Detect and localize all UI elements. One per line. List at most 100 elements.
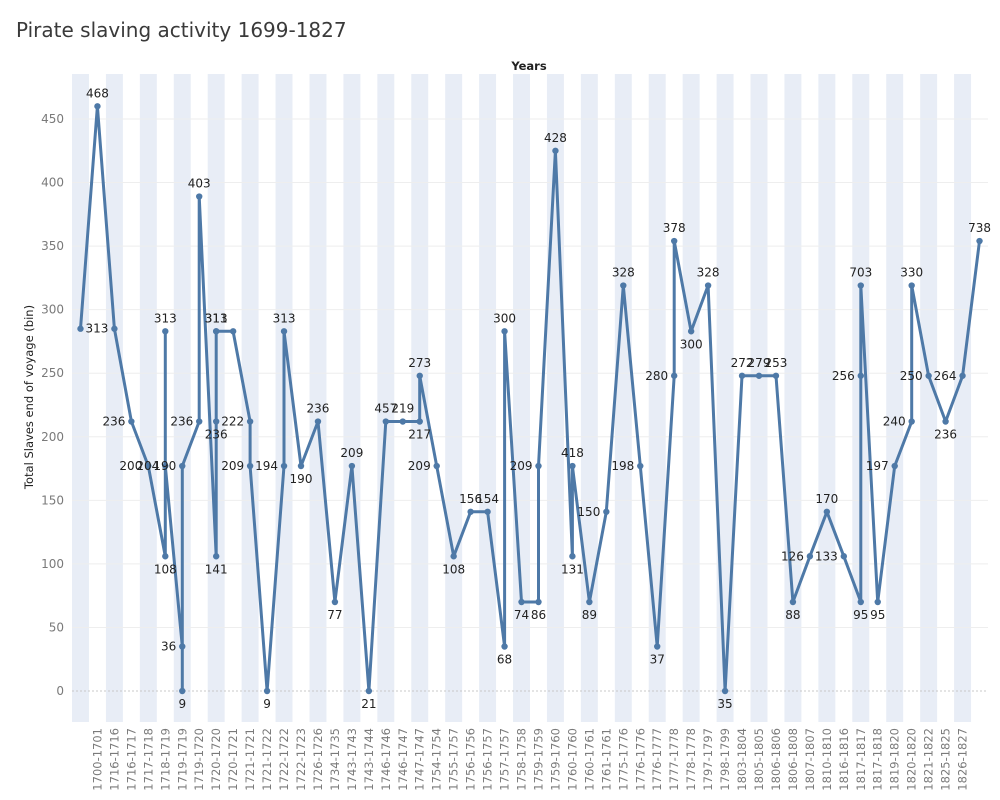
data-label: 197 — [866, 459, 889, 473]
data-label: 256 — [832, 369, 855, 383]
data-label: 9 — [178, 697, 186, 711]
column-band — [343, 74, 361, 722]
data-label: 280 — [645, 369, 668, 383]
data-point — [382, 418, 390, 425]
data-point — [908, 418, 915, 425]
data-label: 330 — [900, 266, 923, 280]
data-point — [603, 508, 610, 515]
data-point — [857, 282, 864, 289]
data-label: 703 — [849, 266, 872, 280]
data-label: 170 — [815, 492, 838, 506]
y-tick-label: 200 — [41, 430, 64, 444]
x-tick-label: 1810-1810 — [820, 728, 834, 791]
x-tick-label: 1754-1754 — [430, 728, 444, 791]
data-label: 89 — [582, 608, 597, 622]
data-label: 273 — [408, 356, 431, 370]
series-points — [77, 103, 983, 695]
data-point — [976, 237, 983, 245]
column-band — [105, 74, 123, 722]
y-tick-label: 450 — [41, 112, 64, 126]
data-label: 468 — [86, 86, 109, 100]
y-axis: 0 50 100 150 200 250 300 350 400 450 — [41, 112, 64, 698]
data-label: 37 — [650, 653, 665, 667]
data-point — [314, 418, 322, 425]
data-point — [365, 687, 373, 695]
x-tick-label: 1756-1756 — [464, 728, 478, 791]
column-band — [139, 74, 157, 722]
data-label: 272 — [731, 356, 754, 370]
data-label: 209 — [408, 459, 431, 473]
data-point — [637, 462, 644, 470]
x-tick-label: 1722-1722 — [277, 728, 291, 791]
column-band — [513, 74, 530, 722]
grid-lines — [72, 118, 988, 692]
data-point — [331, 598, 339, 606]
series-line — [79, 104, 981, 693]
column-band — [377, 74, 395, 722]
data-point — [212, 418, 220, 425]
x-tick-label: 1719-1719 — [175, 728, 189, 791]
x-tick-label: 1722-1723 — [294, 728, 308, 791]
data-label: 95 — [870, 608, 885, 622]
x-tick-label: 1721-1722 — [260, 728, 274, 791]
data-label: 264 — [934, 369, 957, 383]
data-point — [196, 418, 203, 425]
x-tick-label: 1717-1718 — [141, 728, 155, 791]
data-label: 150 — [577, 505, 600, 519]
data-label: 236 — [102, 415, 125, 429]
data-label: 156 — [459, 492, 482, 506]
data-point — [280, 462, 288, 470]
data-point — [179, 687, 186, 695]
data-point — [670, 237, 678, 245]
data-point — [179, 643, 186, 650]
data-label: 9 — [263, 697, 271, 711]
data-point — [501, 643, 508, 650]
data-label: 300 — [493, 311, 516, 325]
data-point — [891, 462, 898, 470]
data-point — [535, 462, 542, 470]
data-point — [196, 193, 203, 200]
x-tick-label: 1816-1816 — [837, 728, 851, 791]
data-label: 403 — [188, 177, 211, 191]
data-point — [755, 372, 763, 379]
data-point — [450, 553, 457, 560]
y-tick-label: 350 — [41, 239, 64, 253]
x-tick-label: 1817-1818 — [871, 728, 885, 791]
data-point — [145, 462, 152, 470]
chart-title: Pirate slaving activity 1699-1827 — [16, 18, 347, 42]
data-point — [433, 462, 440, 470]
data-label: 217 — [408, 428, 431, 442]
data-point — [297, 462, 305, 470]
series-line-path — [79, 104, 981, 693]
data-label: 300 — [680, 337, 703, 351]
column-band — [682, 74, 700, 722]
x-tick-label: 1743-1744 — [362, 728, 376, 791]
data-point — [942, 418, 949, 425]
data-point — [212, 328, 220, 335]
data-label: 190 — [290, 472, 313, 486]
x-tick-label: 1806-1806 — [769, 728, 783, 791]
x-tick-label: 1819-1820 — [888, 728, 902, 791]
data-label: 250 — [900, 369, 923, 383]
x-tick-label: 1747-1747 — [413, 728, 427, 791]
x-tick-label: 1821-1822 — [922, 728, 936, 791]
x-tick-label: 1777-1778 — [667, 728, 681, 791]
data-point — [908, 282, 915, 289]
y-tick-label: 50 — [49, 620, 64, 634]
data-point — [569, 553, 576, 560]
column-band — [818, 74, 836, 722]
data-point — [823, 508, 831, 515]
data-label: 35 — [717, 697, 732, 711]
data-point — [857, 372, 864, 379]
data-point — [111, 325, 118, 332]
column-band — [580, 74, 598, 722]
data-label: 190 — [153, 459, 176, 473]
column-band — [920, 74, 938, 722]
data-label: 328 — [697, 266, 720, 280]
x-tick-label: 1726-1726 — [311, 728, 325, 791]
x-tick-label: 1743-1743 — [345, 728, 359, 791]
column-band — [784, 74, 802, 722]
x-tick-label: 1776-1776 — [633, 728, 647, 791]
data-point — [925, 372, 932, 379]
data-label: 141 — [205, 562, 228, 576]
